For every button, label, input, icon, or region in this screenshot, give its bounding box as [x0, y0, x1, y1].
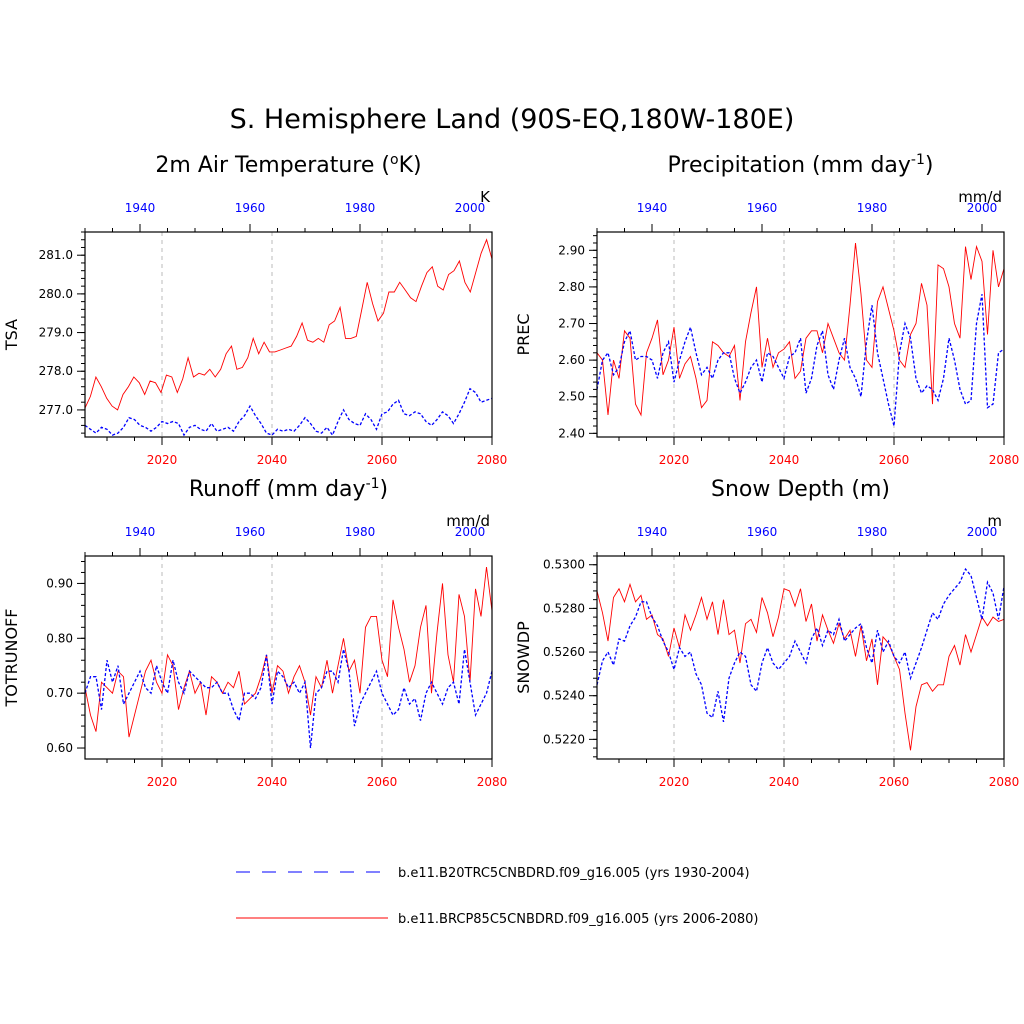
units-label-tsa: K: [480, 188, 491, 206]
legend-label-scenario: b.e11.BRCP85C5CNBDRD.f09_g16.005 (yrs 20…: [398, 912, 759, 927]
y-tick-label: 0.70: [46, 686, 73, 700]
legend-label-historical: b.e11.B20TRC5CNBDRD.f09_g16.005 (yrs 193…: [398, 866, 750, 881]
y-axis-label-tsa: TSA: [2, 319, 21, 351]
x-tick-label-historical: 2000: [967, 201, 998, 215]
panel-title-superscript: -1: [366, 476, 380, 492]
x-tick-label-scenario: 2040: [769, 453, 800, 467]
units-label-prec: mm/d: [958, 188, 1002, 206]
panel-title-suffix: K): [399, 153, 422, 178]
x-tick-label-historical: 1980: [345, 201, 376, 215]
x-tick-label-historical: 1980: [345, 525, 376, 539]
x-tick-label-scenario: 2020: [659, 453, 690, 467]
x-tick-label-scenario: 2060: [367, 453, 398, 467]
panel-title-snowdp: Snow Depth (m): [711, 477, 890, 502]
panel-title-text: Runoff (mm day: [189, 477, 366, 502]
series-line-historical: [84, 387, 493, 437]
panel-title-suffix: ): [925, 153, 934, 178]
x-tick-label-scenario: 2060: [367, 775, 398, 789]
x-tick-label-historical: 1960: [747, 201, 778, 215]
units-label-runoff: mm/d: [446, 512, 490, 530]
x-tick-label-scenario: 2040: [769, 775, 800, 789]
y-tick-label: 0.5260: [543, 645, 585, 659]
y-axis-label-snowdp: SNOWDP: [514, 621, 533, 694]
x-tick-label-historical: 1940: [637, 201, 668, 215]
panel-title-text: 2m Air Temperature (: [155, 153, 390, 178]
series-line-scenario: [84, 566, 493, 738]
panel-title-text: Precipitation (mm day: [668, 153, 911, 178]
y-tick-label: 2.80: [558, 280, 585, 294]
y-tick-label: 0.5240: [543, 689, 585, 703]
panel-title-text: Snow Depth (m): [711, 477, 890, 502]
panel-prec: Precipitation (mm day-1) mm/d PREC 2020 2040…: [514, 152, 1019, 467]
x-tick-label-historical: 1940: [637, 525, 668, 539]
x-tick-label-historical: 1960: [747, 525, 778, 539]
y-tick-label: 0.90: [46, 576, 73, 590]
y-tick-label: 2.60: [558, 353, 585, 367]
y-tick-label: 0.5280: [543, 601, 585, 615]
main-title: S. Hemisphere Land (90S-EQ,180W-180E): [230, 104, 795, 135]
series-line-scenario: [596, 582, 1005, 751]
x-tick-label-historical: 1960: [235, 525, 266, 539]
series-line-historical: [84, 649, 493, 749]
x-tick-label-scenario: 2040: [257, 453, 288, 467]
y-tick-label: 0.80: [46, 631, 73, 645]
y-tick-label: 280.0: [39, 287, 73, 301]
panel-runoff: Runoff (mm day-1) mm/d TOTRUNOFF 2020 2040 20…: [2, 476, 507, 789]
y-tick-label: 281.0: [39, 248, 73, 262]
y-axis-label-runoff: TOTRUNOFF: [2, 609, 21, 708]
panel-tsa: 2m Air Temperature (oK) K TSA 2020 2040 2060 2…: [2, 152, 507, 467]
y-tick-label: 279.0: [39, 326, 73, 340]
y-tick-label: 2.90: [558, 243, 585, 257]
panel-title-superscript: o: [390, 152, 399, 168]
x-tick-label-historical: 1980: [857, 201, 888, 215]
series-line-historical: [596, 294, 1005, 427]
series-line-historical: [596, 567, 1005, 723]
panel-title-tsa: 2m Air Temperature (oK): [155, 152, 421, 178]
panel-snowdp: Snow Depth (m) m SNOWDP 2020 2040 2060 2080 194…: [514, 477, 1019, 789]
x-tick-label-scenario: 2060: [879, 453, 910, 467]
x-tick-label-scenario: 2040: [257, 775, 288, 789]
panel-title-runoff: Runoff (mm day-1): [189, 476, 388, 502]
y-tick-label: 2.50: [558, 390, 585, 404]
x-tick-label-historical: 2000: [967, 525, 998, 539]
y-tick-label: 0.5220: [543, 732, 585, 746]
plot-frame-prec: [596, 231, 1005, 438]
units-label-snowdp: m: [987, 512, 1002, 530]
plot-frame-tsa: [84, 231, 493, 438]
y-tick-label: 2.40: [558, 426, 585, 440]
y-tick-label: 277.0: [39, 403, 73, 417]
panels: 2m Air Temperature (oK) K TSA 2020 2040 2060 2…: [2, 152, 1019, 789]
x-tick-label-historical: 1960: [235, 201, 266, 215]
x-tick-label-scenario: 2060: [879, 775, 910, 789]
y-axis-label-prec: PREC: [514, 313, 533, 355]
x-tick-label-historical: 1980: [857, 525, 888, 539]
series-line-scenario: [84, 238, 493, 411]
panel-title-prec: Precipitation (mm day-1): [668, 152, 934, 178]
x-tick-label-scenario: 2020: [147, 775, 178, 789]
x-tick-label-scenario: 2020: [659, 775, 690, 789]
x-tick-label-historical: 1940: [125, 201, 156, 215]
y-tick-label: 0.60: [46, 741, 73, 755]
x-tick-label-scenario: 2080: [989, 453, 1020, 467]
x-tick-label-scenario: 2080: [989, 775, 1020, 789]
legend: b.e11.B20TRC5CNBDRD.f09_g16.005 (yrs 193…: [236, 866, 759, 927]
x-tick-label-historical: 2000: [455, 201, 486, 215]
x-tick-label-historical: 1940: [125, 525, 156, 539]
series-line-scenario: [596, 242, 1005, 417]
x-tick-label-scenario: 2020: [147, 453, 178, 467]
plot-frame-snowdp: [596, 555, 1005, 760]
panel-title-superscript: -1: [911, 152, 925, 168]
x-tick-label-historical: 2000: [455, 525, 486, 539]
x-tick-label-scenario: 2080: [477, 775, 508, 789]
panel-title-suffix: ): [380, 477, 389, 502]
plot-frame-runoff: [84, 555, 493, 760]
x-tick-label-scenario: 2080: [477, 453, 508, 467]
y-tick-label: 2.70: [558, 317, 585, 331]
y-tick-label: 278.0: [39, 364, 73, 378]
y-tick-label: 0.5300: [543, 558, 585, 572]
